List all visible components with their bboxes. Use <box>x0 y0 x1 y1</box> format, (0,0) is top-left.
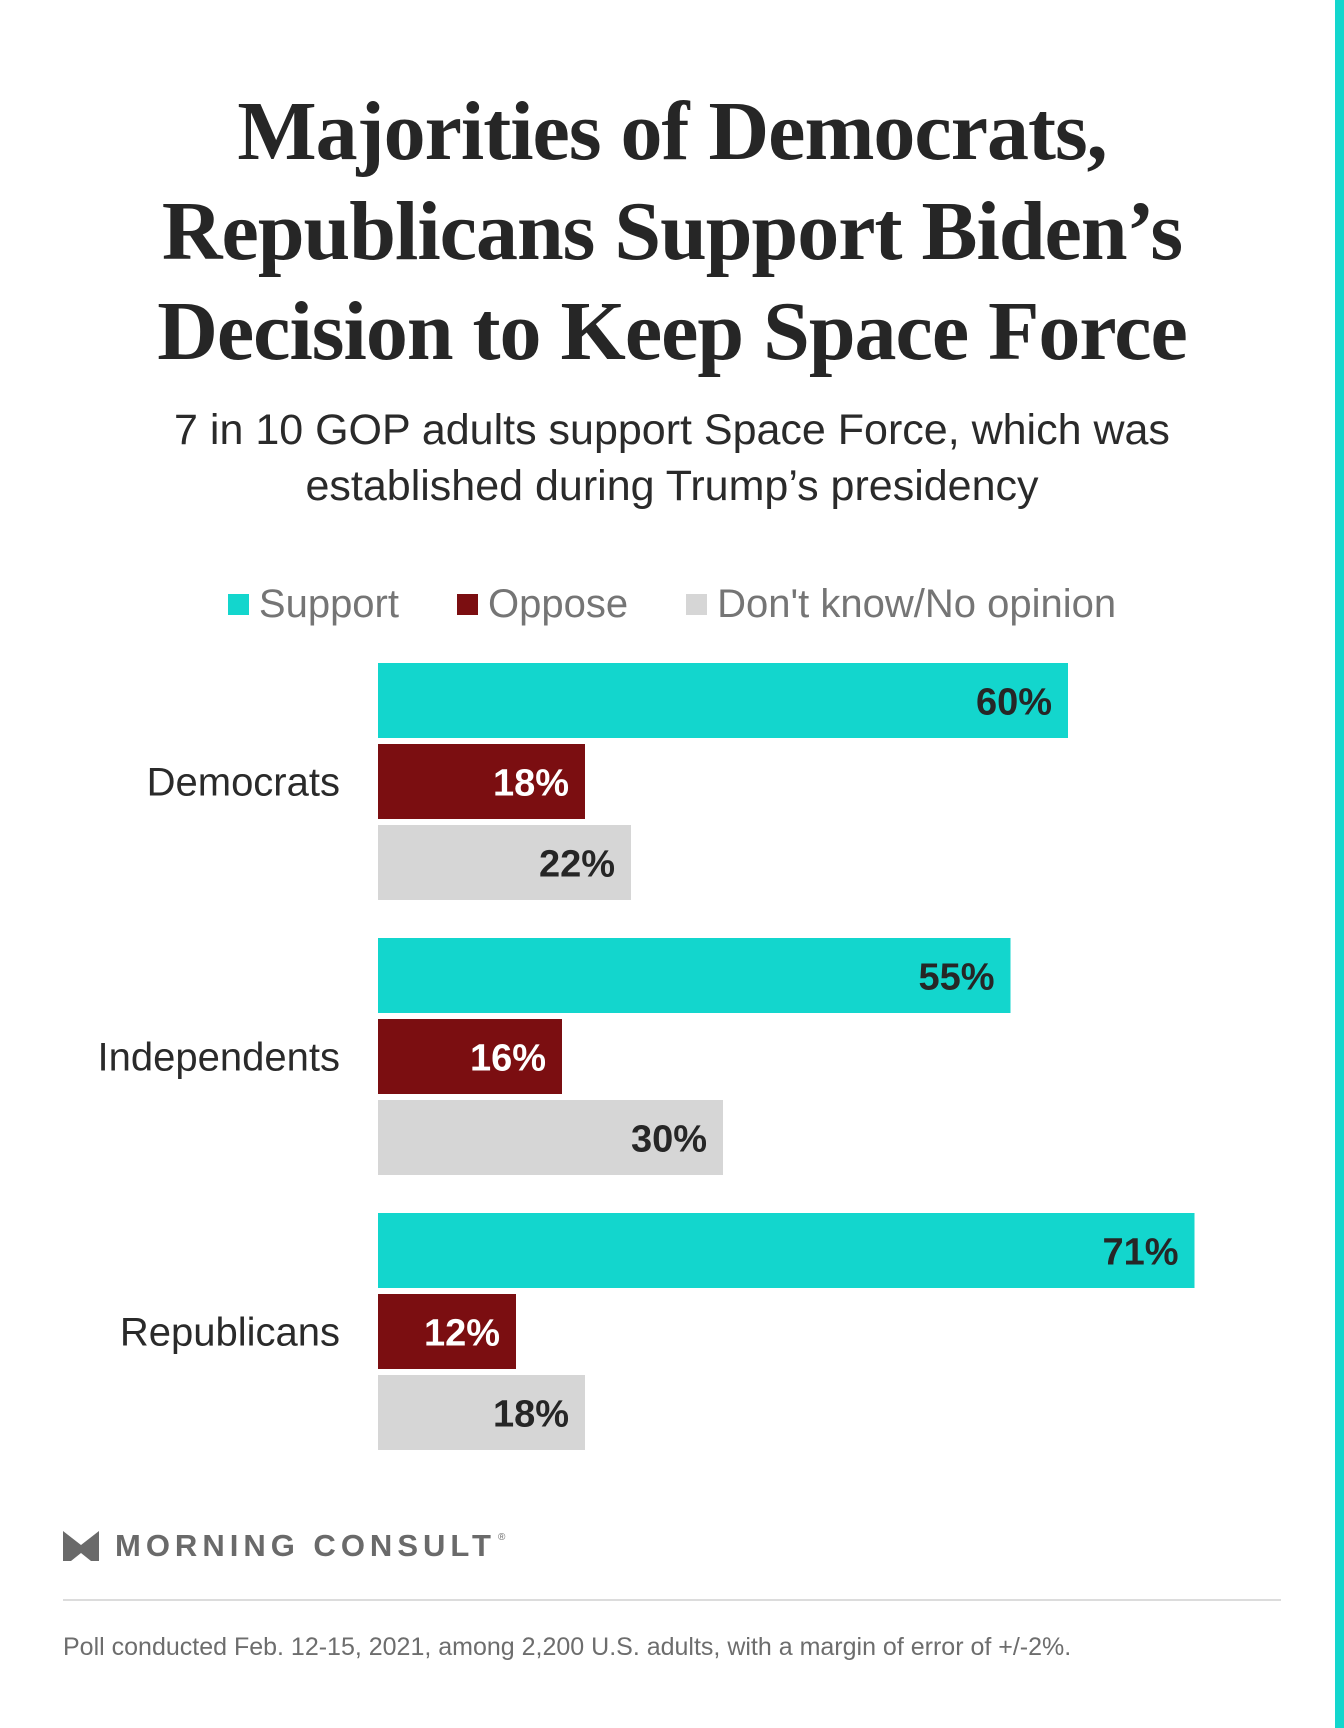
bar-independents-support <box>378 938 1011 1013</box>
legend-item-no-opinion: Don't know/No opinion <box>686 582 1116 627</box>
bar-democrats-support <box>378 663 1068 738</box>
data-label-independents-no-opinion: 30% <box>631 1119 707 1161</box>
chart-title: Majorities of Democrats, Republicans Sup… <box>40 82 1304 382</box>
bar-republicans-support <box>378 1213 1195 1288</box>
registered-mark: ® <box>498 1532 505 1543</box>
data-label-democrats-oppose: 18% <box>493 763 569 805</box>
category-label-independents: Independents <box>98 1036 340 1080</box>
data-label-independents-support: 55% <box>918 957 994 999</box>
data-label-republicans-no-opinion: 18% <box>493 1394 569 1436</box>
legend-label-no-opinion: Don't know/No opinion <box>717 582 1116 627</box>
legend-item-support: Support <box>228 582 399 627</box>
brand-name: MORNING CONSULT <box>115 1528 496 1564</box>
bar-chart: Democrats 60% 18% 22% Independents 55% 16% 30% R… <box>0 640 1344 1460</box>
data-label-independents-oppose: 16% <box>470 1038 546 1080</box>
legend-item-oppose: Oppose <box>457 582 628 627</box>
morning-consult-m-icon <box>63 1531 99 1561</box>
footer-divider <box>63 1599 1281 1601</box>
brand-logo: MORNING CONSULT ® <box>63 1528 505 1564</box>
data-label-democrats-no-opinion: 22% <box>539 844 615 886</box>
legend-label-oppose: Oppose <box>488 582 628 627</box>
footnote: Poll conducted Feb. 12-15, 2021, among 2… <box>63 1633 1071 1662</box>
chart-subtitle: 7 in 10 GOP adults support Space Force, … <box>60 402 1284 514</box>
category-label-democrats: Democrats <box>147 761 340 805</box>
legend-swatch-oppose <box>457 594 478 615</box>
category-label-republicans: Republicans <box>120 1311 340 1355</box>
data-label-democrats-support: 60% <box>976 682 1052 724</box>
legend-label-support: Support <box>259 582 399 627</box>
data-label-republicans-oppose: 12% <box>424 1313 500 1355</box>
legend-swatch-support <box>228 594 249 615</box>
legend: Support Oppose Don't know/No opinion <box>0 582 1344 627</box>
data-label-republicans-support: 71% <box>1102 1232 1178 1274</box>
legend-swatch-no-opinion <box>686 594 707 615</box>
